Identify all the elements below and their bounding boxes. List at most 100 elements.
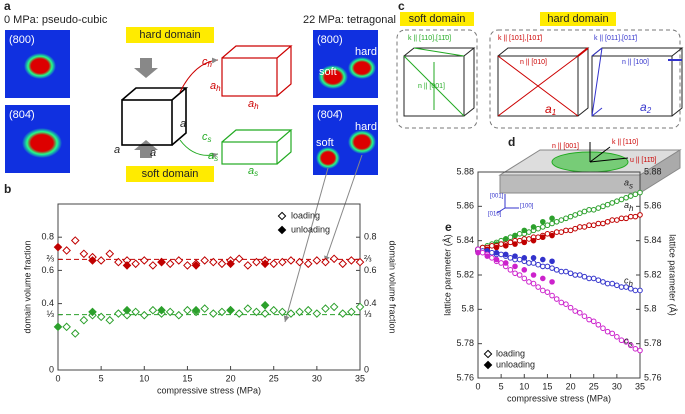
- direction-label: k || [110],[11̄0]: [408, 35, 451, 42]
- y2-tick-label: ⅔: [364, 254, 372, 264]
- data-point: [526, 229, 532, 235]
- y-tick-label: 0.6: [41, 265, 54, 275]
- data-point: [604, 280, 611, 287]
- soft-domain-label: soft domain: [409, 13, 466, 25]
- panel-letter: e: [445, 220, 452, 234]
- data-point: [489, 243, 495, 249]
- data-point: [174, 310, 184, 320]
- data-point: [604, 218, 611, 225]
- data-point: [563, 268, 569, 275]
- plate: [496, 142, 682, 214]
- data-point: [604, 201, 611, 208]
- data-point: [526, 279, 532, 285]
- data-point: [609, 217, 616, 223]
- data-point: [329, 302, 339, 312]
- data-point: [558, 217, 565, 223]
- data-point: [563, 227, 569, 234]
- data-point: [286, 309, 296, 318]
- data-point: [604, 328, 611, 335]
- data-point: [122, 261, 132, 270]
- data-point: [507, 267, 514, 273]
- x-tick-label: 25: [589, 381, 599, 391]
- data-point: [581, 224, 588, 230]
- data-point: [595, 205, 602, 211]
- y-tick-label: 5.8: [461, 304, 474, 314]
- data-point: [479, 249, 486, 256]
- panel-title: 0 MPa: pseudo-cubic: [4, 14, 108, 26]
- y-axis-label: domain volume fraction: [22, 240, 32, 333]
- data-point: [627, 213, 634, 220]
- x-axis-label: compressive stress (MPa): [157, 385, 261, 395]
- series-label: as: [624, 178, 633, 191]
- reflection: (804̄): [317, 109, 343, 121]
- direction-label: n || [100]: [622, 59, 649, 66]
- data-point: [549, 258, 555, 265]
- data-point: [252, 257, 261, 267]
- panel-letter: a: [4, 0, 11, 13]
- data-point: [637, 189, 643, 196]
- data-point: [347, 256, 356, 265]
- data-point: [590, 275, 597, 282]
- data-point: [549, 220, 555, 227]
- highlight: [126, 27, 214, 43]
- x-tick-label: 15: [542, 381, 552, 391]
- data-point: [260, 309, 270, 318]
- x-tick-label: 15: [182, 373, 192, 383]
- data-point: [600, 279, 606, 285]
- data-point: [540, 218, 546, 225]
- highlight: [126, 166, 214, 182]
- legend-marker: [277, 225, 287, 235]
- direction-label: u || [11̄0]: [630, 157, 657, 164]
- cube-diagrams: [121, 45, 293, 165]
- reflection: (800): [9, 34, 35, 46]
- data-point: [526, 236, 532, 242]
- data-point: [637, 287, 643, 294]
- y-axis-label: lattice parameter (Å): [442, 234, 452, 316]
- domain-boxes: [396, 29, 684, 129]
- data-point: [567, 213, 574, 220]
- data-point: [530, 224, 537, 230]
- y2-axis-label: lattice parameter (Å): [668, 234, 678, 316]
- lattice-label: a2: [640, 100, 652, 115]
- y-tick-label: 0: [49, 364, 54, 374]
- data-point: [122, 310, 132, 320]
- data-point: [114, 309, 123, 318]
- lattice-label: ah: [248, 98, 259, 111]
- x-tick-label: 5: [499, 381, 504, 391]
- data-point: [200, 256, 209, 265]
- y-tick-label: ⅓: [46, 309, 54, 319]
- data-point: [623, 194, 629, 201]
- data-point: [558, 268, 565, 275]
- data-point: [62, 322, 71, 332]
- data-point: [209, 257, 218, 267]
- x-tick-label: 35: [355, 373, 365, 383]
- data-point: [243, 261, 253, 270]
- data-point: [609, 280, 616, 287]
- cube-edge: a: [114, 144, 120, 156]
- legend-marker: [483, 349, 493, 359]
- y2-tick-label: 5.84: [644, 235, 662, 245]
- data-point: [553, 229, 560, 235]
- data-point: [614, 282, 620, 289]
- axis-direction: [001]: [490, 194, 504, 200]
- data-point: [157, 305, 166, 315]
- direction-label: k || [101],[101̄]: [498, 35, 542, 42]
- x-tick-label: 5: [99, 373, 104, 383]
- domain-label: hard: [355, 46, 377, 58]
- x-tick-label: 20: [226, 373, 236, 383]
- data-point: [549, 279, 555, 285]
- data-point: [498, 260, 504, 266]
- data-point: [567, 227, 574, 234]
- data-point: [53, 242, 63, 252]
- data-point: [530, 260, 537, 266]
- direction-label: k || [011],[011̄]: [594, 35, 637, 42]
- domain-label: soft: [319, 66, 337, 78]
- lattice-label: a1: [545, 102, 556, 117]
- highlight: [400, 12, 474, 26]
- data-point: [632, 213, 639, 220]
- data-point: [252, 307, 261, 317]
- data-point: [88, 256, 97, 265]
- lattice-label: ah: [210, 80, 221, 93]
- data-point: [217, 307, 227, 317]
